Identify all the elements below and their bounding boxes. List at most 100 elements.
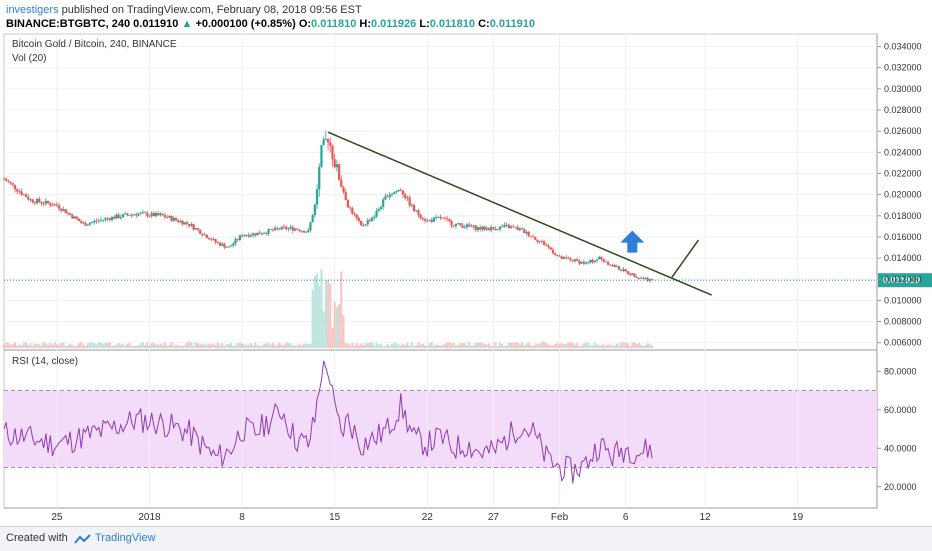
candle-body (545, 245, 548, 246)
candle-body (49, 203, 52, 206)
candle-body (236, 239, 239, 241)
candle-body (141, 212, 144, 214)
volume-bar (44, 343, 47, 348)
candle-body (192, 224, 195, 230)
candle-body (170, 216, 173, 221)
volume-bar (16, 345, 19, 348)
candle-body (646, 278, 649, 281)
volume-bar (618, 345, 621, 348)
candle-body (346, 200, 350, 208)
time-tick-label: 22 (422, 512, 434, 523)
candle-body (538, 241, 541, 242)
high-label: H: (359, 18, 371, 30)
candle-body (168, 216, 171, 218)
volume-bar (514, 342, 517, 348)
volume-bar (446, 342, 449, 348)
candle-body (243, 235, 246, 237)
volume-bar (459, 343, 462, 348)
candle-body (377, 209, 380, 211)
candle-body (640, 277, 643, 279)
tradingview-brand-link[interactable]: TradingView (95, 532, 156, 544)
volume-bar (441, 344, 444, 348)
volume-bar (260, 345, 263, 348)
volume-bar (163, 342, 166, 348)
volume-bar (108, 342, 111, 348)
candle-body (307, 230, 310, 232)
volume-bar (600, 345, 603, 348)
high-value: 0.011926 (371, 18, 417, 30)
candle-body (75, 216, 78, 219)
author-link[interactable]: investigers (6, 4, 59, 16)
candle-body (582, 261, 585, 264)
volume-bar (479, 342, 482, 348)
volume-bar (408, 345, 411, 348)
candle-body (430, 220, 433, 222)
candle-body (644, 278, 647, 279)
candle-body (71, 214, 74, 219)
candle-body (296, 228, 299, 230)
price-tick-label: 0.014000 (884, 253, 922, 263)
volume-bar (113, 345, 116, 348)
volume-bar (615, 343, 618, 348)
volume-bar (86, 343, 89, 348)
candle-body (161, 214, 164, 216)
candle-body (415, 210, 418, 212)
volume-bar (150, 343, 153, 348)
volume-bar (185, 342, 188, 348)
volume-bar (371, 342, 374, 348)
footer-bar: Created with TradingView (0, 526, 932, 551)
volume-bar (14, 342, 17, 348)
volume-indicator-label: Vol (20) (12, 53, 46, 64)
volume-bar (472, 345, 475, 348)
volume-bar (556, 342, 559, 348)
candle-body (5, 178, 8, 181)
volume-bar (629, 345, 632, 348)
price-tick-label: 0.024000 (884, 147, 922, 157)
candle-body (97, 220, 100, 222)
candle-body (498, 226, 502, 230)
volume-bar (55, 344, 58, 348)
candle-body (335, 164, 338, 168)
volume-bar (172, 345, 175, 348)
volume-bar (225, 344, 228, 348)
volume-bar (648, 344, 651, 348)
candle-body (450, 220, 453, 226)
candle-body (190, 224, 193, 226)
candle-body (514, 227, 517, 229)
candle-body (247, 234, 250, 237)
candle-body (382, 199, 385, 207)
candle-body (490, 227, 493, 231)
candle-body (53, 204, 56, 206)
volume-bar (318, 285, 321, 348)
volume-bar (355, 343, 358, 348)
candle-body (238, 235, 241, 240)
volume-bar (540, 342, 543, 348)
volume-bar (640, 344, 643, 348)
candle-body (386, 196, 389, 198)
volume-bar (613, 345, 616, 348)
candle-body (527, 231, 530, 237)
volume-bar (254, 342, 257, 348)
volume-bar (578, 345, 581, 348)
volume-bar (631, 342, 634, 348)
candle-body (205, 234, 208, 239)
candle-body (543, 241, 546, 246)
volume-bar (199, 344, 202, 348)
candle-body (580, 261, 583, 264)
price-tick-label: 0.034000 (884, 42, 922, 52)
volume-bar (554, 344, 557, 348)
volume-bar (492, 345, 495, 348)
volume-bar (168, 345, 171, 348)
volume-bar (20, 345, 23, 348)
volume-bar (518, 344, 521, 348)
volume-bar (604, 345, 607, 348)
chart-canvas[interactable]: Bitcoin Gold / Bitcoin, 240, BINANCE Vol… (0, 0, 932, 526)
volume-bar (93, 343, 96, 348)
drawings (327, 131, 712, 296)
volume-bar (227, 344, 230, 348)
time-tick-label: 12 (699, 512, 711, 523)
candle-body (20, 191, 23, 195)
volume-bar (216, 342, 219, 348)
candle-body (503, 224, 506, 227)
candle-body (437, 216, 440, 218)
